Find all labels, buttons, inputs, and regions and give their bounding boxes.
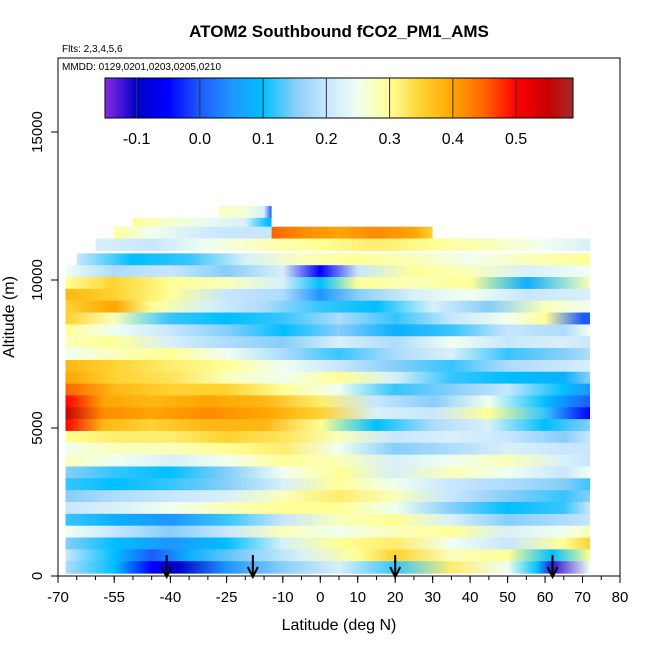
heatmap-row [76, 253, 591, 266]
heatmap-row [114, 226, 272, 240]
arrow-head [546, 566, 559, 580]
x-tick-label: -25 [216, 589, 238, 606]
heatmap-row [65, 549, 591, 562]
x-tick-label: -55 [103, 589, 125, 606]
x-tick-label: 60 [537, 589, 554, 606]
x-tick-label: -40 [160, 589, 182, 606]
heatmap-row [65, 490, 591, 503]
heatmap-layer [65, 206, 591, 574]
colorbar-tick-label: 0.0 [189, 131, 211, 148]
heatmap-row [219, 206, 272, 219]
heatmap-row [65, 300, 591, 314]
heatmap-row [65, 454, 591, 468]
heatmap-row [65, 561, 591, 574]
heatmap-row [65, 407, 591, 420]
x-tick-label: -70 [47, 589, 69, 606]
heatmap-row [65, 348, 591, 361]
x-tick-label: 30 [424, 589, 441, 606]
colorbar-tick-label: 0.3 [378, 131, 400, 148]
x-tick-label: 80 [612, 589, 629, 606]
chart-subtitle-flights: Flts: 2,3,4,5,6 [62, 44, 123, 55]
heatmap-row [65, 442, 591, 456]
colorbar-tick-label: 0.1 [252, 131, 274, 148]
heatmap-row [65, 395, 591, 408]
x-tick-label: 0 [316, 589, 324, 606]
x-tick-label: 10 [349, 589, 366, 606]
colorbar-tick-label: 0.4 [442, 131, 464, 148]
colorbar-tick-label: 0.5 [505, 131, 527, 148]
heatmap-row [65, 265, 591, 278]
x-tick-label: 50 [499, 589, 516, 606]
arrow-markers [160, 555, 559, 580]
heatmap-row [65, 537, 591, 550]
heatmap-row [65, 430, 591, 444]
heatmap-row [95, 238, 591, 251]
colorbar-tick-label: 0.2 [315, 131, 337, 148]
heatmap-row [65, 371, 591, 385]
heatmap-row [65, 312, 591, 325]
y-tick-label: 10000 [29, 259, 46, 301]
x-axis-label: Latitude (deg N) [282, 617, 397, 634]
heatmap-row [65, 277, 591, 290]
y-tick-label: 0 [29, 572, 46, 580]
arrow-head [160, 566, 173, 580]
heatmap-row [271, 226, 433, 240]
x-tick-label: 70 [574, 589, 591, 606]
heatmap-row [65, 419, 591, 432]
y-axis-label: Altitude (m) [1, 276, 18, 358]
heatmap-row [65, 478, 591, 491]
heatmap-row [65, 336, 591, 349]
chart-title: ATOM2 Southbound fCO2_PM1_AMS [189, 22, 489, 41]
heatmap-row [65, 513, 591, 527]
heatmap-row [65, 502, 591, 515]
heatmap-row [65, 383, 591, 397]
y-tick-label: 5000 [29, 411, 46, 444]
y-axis: 0 5000 10000 15000 [29, 111, 58, 580]
y-tick-label: 15000 [29, 111, 46, 153]
chart-subtitle-dates: MMDD: 0129,0201,0203,0205,0210 [62, 62, 221, 73]
colorbar-tick-label: -0.1 [123, 131, 151, 148]
x-tick-label: 20 [387, 589, 404, 606]
heatmap-row [65, 359, 591, 373]
heatmap-row [65, 288, 591, 302]
x-axis: -70 -55 -40 -25 -10 0 10 20 30 40 50 60 70 80 [47, 576, 628, 606]
heatmap-row [65, 466, 591, 479]
x-tick-label: -10 [272, 589, 294, 606]
arrow-head [246, 566, 259, 580]
arrow-head [389, 566, 402, 580]
colorbar-rect [104, 77, 574, 119]
colorbar: -0.1 0.0 0.1 0.2 0.3 0.4 0.5 [104, 77, 574, 148]
heatmap-row [65, 324, 591, 337]
heatmap-row [65, 525, 591, 539]
x-tick-label: 40 [462, 589, 479, 606]
